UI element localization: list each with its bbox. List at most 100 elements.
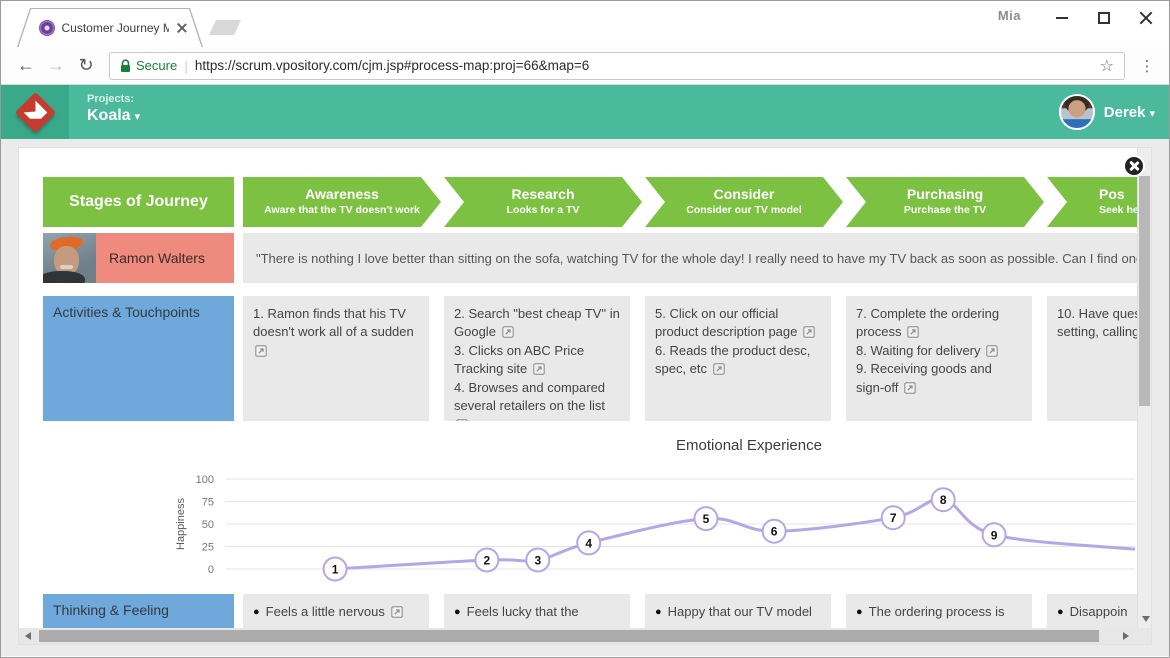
chart-line — [334, 497, 1136, 571]
close-icon — [1129, 161, 1139, 171]
browser-tab[interactable]: Customer Journey Mapp — [17, 8, 203, 47]
back-icon: ← — [17, 55, 35, 75]
vertical-scrollbar-thumb[interactable] — [1139, 176, 1150, 406]
maximize-icon — [1098, 12, 1110, 24]
projects-label: Projects: — [87, 93, 135, 105]
chrome-profile-name[interactable]: Mia — [997, 8, 1021, 23]
close-map-button[interactable] — [1123, 155, 1145, 177]
stages-row-wrap: Stages of Journey Awareness Aware that th… — [19, 177, 1137, 227]
scroll-left-icon[interactable] — [25, 632, 31, 640]
bullet-icon: ● — [454, 606, 461, 618]
chart-point-3[interactable]: 3 — [525, 547, 551, 573]
open-link-icon[interactable] — [501, 326, 514, 339]
forward-button[interactable]: → — [43, 53, 69, 79]
thinking-cell-1[interactable]: ● Feels a little nervous — [243, 594, 429, 628]
cell-item: 9. Receiving goods and sign-off — [856, 361, 992, 395]
chart-point-9[interactable]: 9 — [981, 522, 1007, 548]
back-button[interactable]: ← — [13, 53, 39, 79]
activities-cell-3[interactable]: 5. Click on our official product descrip… — [645, 296, 831, 421]
project-name-dropdown[interactable]: Koala ▾ — [87, 107, 141, 124]
forward-icon: → — [47, 55, 65, 75]
stage-3[interactable]: Consider Consider our TV model — [645, 177, 843, 227]
thinking-cell-2[interactable]: ● Feels lucky that the — [444, 594, 630, 628]
open-link-icon[interactable] — [712, 363, 725, 376]
stage-4[interactable]: Purchasing Purchase the TV — [846, 177, 1044, 227]
svg-text:6: 6 — [771, 525, 778, 539]
window-close-button[interactable] — [1131, 7, 1161, 29]
activities-cell-4[interactable]: 7. Complete the ordering process 8. Wait… — [846, 296, 1032, 421]
chart-point-1[interactable]: 1 — [322, 556, 348, 582]
activities-cell-5[interactable]: 10. Have questions about setting, callin… — [1047, 296, 1137, 421]
thinking-cell-4[interactable]: ● The ordering process is — [846, 594, 1032, 628]
stage-subtitle: Aware that the TV doesn't work — [264, 203, 420, 216]
new-tab-button[interactable] — [209, 20, 241, 35]
open-link-icon[interactable] — [390, 606, 403, 618]
open-link-icon[interactable] — [907, 326, 919, 339]
address-bar[interactable]: Secure | https://scrum.vpository.com/cjm… — [109, 51, 1125, 80]
open-link-icon[interactable] — [533, 363, 545, 376]
tab-favicon-icon — [39, 20, 55, 36]
cell-item: ● Disappoin — [1057, 604, 1128, 619]
horizontal-scrollbar-thumb[interactable] — [39, 630, 1099, 642]
minimize-icon — [1056, 17, 1068, 19]
svg-text:2: 2 — [484, 554, 491, 568]
open-link-icon[interactable] — [456, 419, 468, 421]
stage-1[interactable]: Awareness Aware that the TV doesn't work — [243, 177, 441, 227]
chart-point-5[interactable]: 5 — [693, 506, 719, 532]
stages-row: Awareness Aware that the TV doesn't work R… — [243, 177, 1137, 227]
scroll-right-icon[interactable] — [1123, 632, 1129, 640]
stage-2[interactable]: Research Looks for a TV — [444, 177, 642, 227]
persona-name: Ramon Walters — [96, 233, 234, 283]
browser-menu-icon[interactable]: ⋮ — [1139, 57, 1155, 75]
activities-row-wrap: Activities & Touchpoints 1. Ramon finds … — [19, 296, 1137, 421]
horizontal-scrollbar[interactable] — [19, 628, 1137, 644]
app-logo[interactable] — [1, 85, 69, 139]
bookmark-star-icon[interactable]: ☆ — [1099, 57, 1114, 75]
maximize-button[interactable] — [1089, 7, 1119, 29]
user-menu[interactable]: Derek ▾ — [1058, 94, 1155, 130]
activities-header: Activities & Touchpoints — [43, 296, 234, 421]
svg-text:0: 0 — [208, 564, 214, 576]
stage-title: Pos — [1099, 186, 1125, 203]
svg-text:8: 8 — [940, 493, 947, 507]
secure-chip[interactable]: Secure — [120, 58, 177, 73]
thinking-cell-3[interactable]: ● Happy that our TV model — [645, 594, 831, 628]
open-link-icon[interactable] — [986, 345, 998, 357]
activities-cell-1[interactable]: 1. Ramon finds that his TV doesn't work … — [243, 296, 429, 421]
open-link-icon[interactable] — [904, 382, 916, 394]
vertical-scrollbar[interactable] — [1137, 148, 1151, 628]
user-name: Derek ▾ — [1103, 103, 1155, 121]
thinking-cells: ● Feels a little nervous ● Feels lucky tha… — [243, 594, 1137, 628]
stage-title: Consider — [713, 186, 775, 203]
thinking-cell-5[interactable]: ● Disappoin — [1047, 594, 1137, 628]
persona-quote: "There is nothing I love better than sit… — [243, 233, 1137, 283]
activities-cell-2[interactable]: 2. Search "best cheap TV" in Google 3. C… — [444, 296, 630, 421]
persona-label[interactable]: Ramon Walters — [43, 233, 234, 283]
tab-close-icon[interactable] — [176, 22, 188, 34]
chart-point-6[interactable]: 6 — [761, 518, 787, 544]
scroll-down-icon[interactable] — [1142, 616, 1150, 622]
open-link-icon[interactable] — [255, 345, 267, 357]
activities-cells: 1. Ramon finds that his TV doesn't work … — [243, 296, 1137, 421]
cell-item: 6. Reads the product desc, spec, etc — [655, 342, 811, 377]
bullet-icon: ● — [655, 606, 662, 618]
secure-label: Secure — [136, 58, 178, 73]
chart-point-8[interactable]: 8 — [930, 487, 956, 513]
chart-point-4[interactable]: 4 — [576, 530, 602, 556]
svg-text:50: 50 — [202, 519, 214, 531]
cell-item: 10. Have questions about setting, callin… — [1057, 306, 1137, 340]
open-link-icon[interactable] — [803, 326, 815, 339]
omnibox-divider: | — [184, 57, 188, 74]
reload-button[interactable]: ↻ — [73, 53, 99, 79]
minimize-button[interactable] — [1047, 7, 1077, 29]
reload-icon: ↻ — [78, 55, 94, 75]
scrollbar-corner — [1137, 628, 1151, 644]
svg-text:1: 1 — [332, 563, 339, 577]
chart-point-2[interactable]: 2 — [474, 547, 500, 573]
lock-icon — [121, 58, 130, 72]
chart-point-7[interactable]: 7 — [880, 505, 906, 531]
stage-title: Research — [511, 186, 575, 203]
url-text[interactable]: https://scrum.vpository.com/cjm.jsp#proc… — [194, 58, 590, 73]
